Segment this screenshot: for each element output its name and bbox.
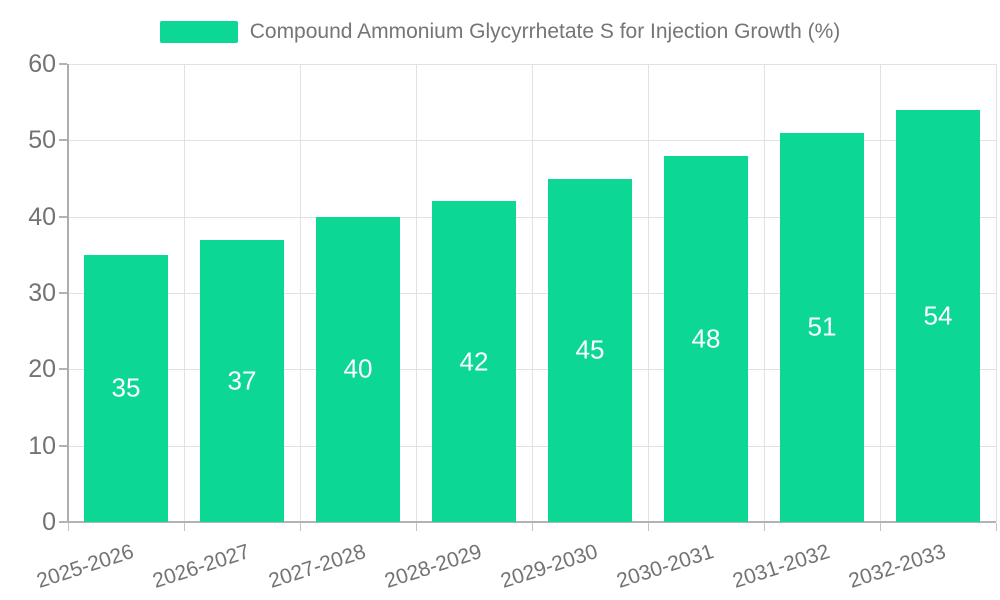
y-tick xyxy=(59,521,67,523)
x-gridline xyxy=(532,64,533,522)
x-gridline xyxy=(184,64,185,522)
legend-swatch xyxy=(159,21,238,43)
x-axis-label: 2032-2033 xyxy=(845,540,949,593)
x-gridline xyxy=(300,64,301,522)
x-tick xyxy=(764,523,765,531)
y-axis-label: 10 xyxy=(28,431,56,460)
x-tick xyxy=(532,523,533,531)
legend-item[interactable]: Compound Ammonium Glycyrrhetate S for In… xyxy=(0,20,1000,44)
x-tick xyxy=(416,523,417,531)
x-gridline xyxy=(996,64,997,522)
bar-value-label: 35 xyxy=(111,372,141,403)
bar-value-label: 45 xyxy=(575,334,605,365)
x-axis-label: 2028-2029 xyxy=(381,540,485,593)
y-axis-label: 30 xyxy=(28,279,56,307)
y-tick xyxy=(59,444,67,447)
bar-value-label: 37 xyxy=(227,365,257,396)
x-axis-label: 2031-2032 xyxy=(729,540,833,593)
bar-value-label: 40 xyxy=(343,353,373,384)
y-axis-label: 50 xyxy=(28,126,56,155)
x-gridline xyxy=(416,64,417,522)
x-axis-label: 2030-2031 xyxy=(613,540,717,593)
bar[interactable] xyxy=(780,132,864,522)
x-axis-label: 2027-2028 xyxy=(265,540,369,593)
y-axis-label: 0 xyxy=(42,508,56,536)
x-axis-label: 2026-2027 xyxy=(149,540,253,593)
bar[interactable] xyxy=(432,201,516,522)
bar[interactable] xyxy=(84,254,168,522)
x-tick xyxy=(996,523,997,531)
bar-value-label: 54 xyxy=(923,300,953,331)
x-tick xyxy=(300,523,301,531)
y-axis-label: 40 xyxy=(28,202,56,231)
x-axis-line xyxy=(60,521,996,523)
y-axis-line xyxy=(67,64,69,522)
x-tick xyxy=(68,523,69,531)
bar[interactable] xyxy=(316,216,400,522)
bar-value-label: 42 xyxy=(459,346,489,377)
y-tick xyxy=(59,139,67,142)
y-tick xyxy=(59,368,67,371)
bar[interactable] xyxy=(548,178,632,522)
x-gridline xyxy=(764,64,765,522)
y-tick xyxy=(59,292,67,294)
x-gridline xyxy=(648,64,649,522)
bar-value-label: 48 xyxy=(691,323,721,354)
x-tick xyxy=(648,523,649,531)
x-tick xyxy=(184,523,185,531)
y-tick xyxy=(59,63,67,65)
y-tick xyxy=(59,215,67,218)
x-axis-label: 2029-2030 xyxy=(497,540,601,593)
y-axis-label: 20 xyxy=(28,355,56,384)
bar[interactable] xyxy=(896,109,980,522)
bar-value-label: 51 xyxy=(807,311,837,342)
y-axis-label: 60 xyxy=(28,50,56,78)
bar[interactable] xyxy=(200,239,284,522)
x-tick xyxy=(880,523,881,531)
x-gridline xyxy=(880,64,881,522)
bar[interactable] xyxy=(664,155,748,522)
legend-label: Compound Ammonium Glycyrrhetate S for In… xyxy=(249,20,841,43)
x-axis-label: 2025-2026 xyxy=(33,540,137,593)
